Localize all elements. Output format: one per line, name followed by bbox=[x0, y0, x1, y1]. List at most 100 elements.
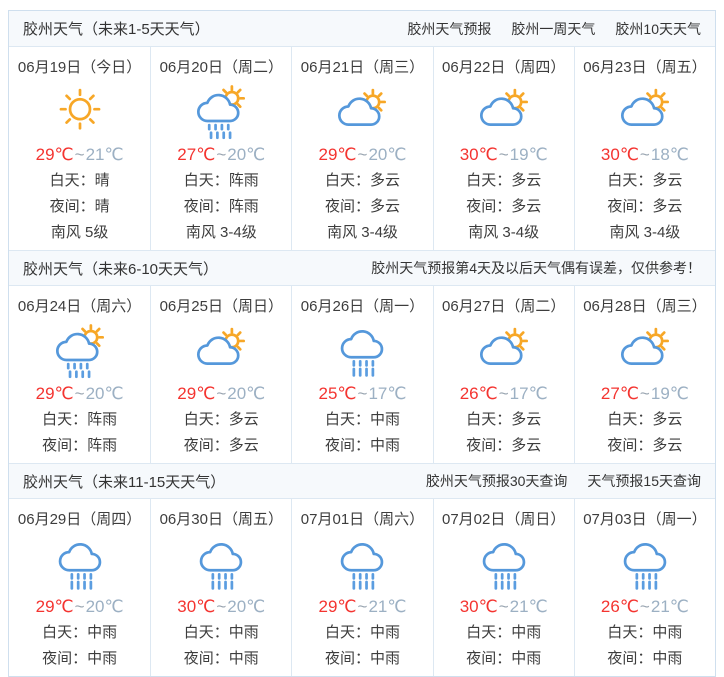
cell-icon bbox=[153, 81, 289, 141]
cell-details: 白天：中雨 夜间：中雨 bbox=[294, 407, 430, 459]
detail-line: 夜间：中雨 bbox=[42, 650, 118, 667]
temp-low: 20℃ bbox=[368, 145, 407, 164]
cell-icon bbox=[153, 320, 289, 380]
temp-high: 30℃ bbox=[600, 145, 639, 164]
temp-separator: ~ bbox=[498, 384, 509, 403]
cell-details: 白天：阵雨夜间：阵雨 bbox=[11, 407, 148, 459]
temp-low: 21℃ bbox=[509, 597, 548, 616]
weather-cell: 06月28日（周三） 27℃~19℃ 白天：多云 夜间：多云 bbox=[573, 286, 715, 463]
forecast-section: 胶州天气（未来11-15天天气） 胶州天气预报30天查询 天气预报15天查询 06… bbox=[9, 463, 715, 676]
cloudy-sun-icon bbox=[197, 327, 246, 365]
rain-icon bbox=[341, 543, 384, 590]
weather-cell: 06月24日（周六） 29℃~20℃ 白天：阵雨 夜间：阵雨 bbox=[9, 286, 150, 463]
cell-temps: 30℃~21℃ bbox=[436, 593, 572, 620]
detail-line: 白天：中雨 bbox=[466, 624, 542, 641]
rain-icon bbox=[199, 543, 243, 590]
cell-details: 白天：多云 夜间：多云 南风 3-4级 bbox=[577, 168, 713, 246]
cell-date: 07月03日（周一） bbox=[583, 511, 707, 528]
temp-high: 30℃ bbox=[459, 597, 498, 616]
cell-icon bbox=[436, 81, 572, 141]
header-note: 胶州天气预报第4天及以后天气偶有误差，仅供参考！ bbox=[371, 260, 701, 276]
cell-temps: 30℃~19℃ bbox=[436, 141, 572, 168]
cell-details: 白天：中雨夜间：中雨 bbox=[11, 620, 148, 672]
temp-separator: ~ bbox=[74, 145, 85, 164]
cell-icon bbox=[153, 533, 289, 593]
detail-line: 夜间：多云 bbox=[466, 437, 542, 454]
cell-icon bbox=[577, 320, 713, 380]
temp-low: 20℃ bbox=[227, 145, 266, 164]
section-header: 胶州天气（未来1-5天天气） 胶州天气预报 胶州一周天气 胶州10天天气 bbox=[9, 11, 715, 47]
cell-details: 白天：多云 夜间：多云 南风 3-4级 bbox=[294, 168, 430, 246]
detail-line: 南风 3-4级 bbox=[468, 224, 540, 241]
temp-high: 30℃ bbox=[177, 597, 216, 616]
cell-temps: 29℃~20℃ bbox=[294, 141, 430, 168]
cell-icon bbox=[436, 320, 572, 380]
cell-date: 06月21日（周三） bbox=[300, 59, 425, 76]
cell-temps: 27℃~19℃ bbox=[577, 380, 713, 407]
shower-rain-sun-icon bbox=[197, 85, 246, 140]
header-link[interactable]: 胶州天气预报 bbox=[407, 20, 492, 37]
weather-cell: 06月25日（周日） 29℃~20℃ 白天：多云 夜间：多云 bbox=[150, 286, 291, 463]
detail-line: 白天：中雨 bbox=[607, 624, 683, 641]
weather-page: 胶州天气（未来1-5天天气） 胶州天气预报 胶州一周天气 胶州10天天气 06月19… bbox=[8, 10, 716, 677]
cell-date: 07月02日（周日） bbox=[442, 511, 566, 528]
temp-low: 20℃ bbox=[227, 384, 266, 403]
cell-icon bbox=[577, 533, 713, 593]
cell-temps: 27℃~20℃ bbox=[153, 141, 289, 168]
temp-high: 29℃ bbox=[177, 384, 216, 403]
section-title: 胶州天气（未来1-5天天气） bbox=[23, 21, 210, 38]
detail-line: 夜间：多云 bbox=[466, 198, 542, 215]
temp-high: 26℃ bbox=[459, 384, 498, 403]
cell-details: 白天：多云 夜间：多云 南风 3-4级 bbox=[436, 168, 572, 246]
detail-line: 白天：阵雨 bbox=[42, 411, 118, 428]
cloudy-sun-icon bbox=[620, 327, 669, 365]
cell-temps: 29℃~20℃ bbox=[11, 593, 148, 620]
cell-icon bbox=[11, 533, 148, 593]
cloudy-sun-icon bbox=[620, 88, 669, 126]
cloudy-sun-icon bbox=[479, 327, 528, 365]
temp-separator: ~ bbox=[639, 145, 650, 164]
section-cells: 06月29日（周四） 29℃~20℃ 白天：中雨 夜间：中雨 06月30日（周五） bbox=[9, 499, 715, 676]
detail-line: 白天：中雨 bbox=[324, 411, 400, 428]
rain-icon bbox=[341, 330, 384, 377]
header-link[interactable]: 天气预报15天查询 bbox=[587, 473, 701, 489]
cell-temps: 25℃~17℃ bbox=[294, 380, 430, 407]
detail-line: 白天：多云 bbox=[607, 411, 683, 428]
detail-line: 夜间：阵雨 bbox=[42, 437, 118, 454]
weather-cell: 07月02日（周日） 30℃~21℃ 白天：中雨 夜间：中雨 bbox=[432, 499, 574, 676]
temp-separator: ~ bbox=[216, 145, 227, 164]
weather-cell: 06月23日（周五） 30℃~18℃ 白天：多云 夜间：多云 南风 3-4级 bbox=[573, 47, 715, 250]
detail-line: 白天：多云 bbox=[607, 172, 683, 189]
detail-line: 白天：晴 bbox=[49, 172, 110, 189]
header-link[interactable]: 胶州10天天气 bbox=[615, 20, 701, 37]
header-link[interactable]: 胶州天气预报30天查询 bbox=[425, 473, 568, 489]
cell-date: 07月01日（周六） bbox=[300, 511, 425, 528]
temp-separator: ~ bbox=[498, 597, 509, 616]
temp-low: 18℃ bbox=[650, 145, 689, 164]
cell-temps: 29℃~21℃ bbox=[294, 593, 430, 620]
detail-line: 白天：中雨 bbox=[183, 624, 259, 641]
cell-temps: 26℃~17℃ bbox=[436, 380, 572, 407]
section-title: 胶州天气（未来6-10天天气） bbox=[23, 260, 219, 278]
weather-cell: 06月26日（周一） 25℃~17℃ 白天：中雨 夜间：中雨 bbox=[291, 286, 432, 463]
rain-icon bbox=[623, 543, 667, 590]
cell-date: 06月20日（周二） bbox=[159, 59, 283, 76]
cell-date: 06月29日（周四） bbox=[17, 511, 142, 528]
temp-separator: ~ bbox=[357, 145, 368, 164]
temp-high: 29℃ bbox=[318, 145, 357, 164]
detail-line: 白天：中雨 bbox=[42, 624, 118, 641]
header-link[interactable]: 胶州一周天气 bbox=[511, 20, 596, 37]
temp-high: 29℃ bbox=[35, 145, 74, 164]
cell-temps: 26℃~21℃ bbox=[577, 593, 713, 620]
section-header: 胶州天气（未来6-10天天气） 胶州天气预报第4天及以后天气偶有误差，仅供参考！ bbox=[9, 250, 715, 286]
cell-details: 白天：晴 夜间：晴 南风 5级 bbox=[11, 168, 148, 246]
temp-low: 21℃ bbox=[650, 597, 689, 616]
cell-date: 06月27日（周二） bbox=[442, 298, 566, 315]
forecast-section: 胶州天气（未来1-5天天气） 胶州天气预报 胶州一周天气 胶州10天天气 06月19… bbox=[9, 11, 715, 250]
cell-date: 06月24日（周六） bbox=[17, 298, 142, 315]
cell-date: 06月22日（周四） bbox=[442, 59, 566, 76]
forecast-section: 胶州天气（未来6-10天天气） 胶州天气预报第4天及以后天气偶有误差，仅供参考！… bbox=[9, 250, 715, 463]
section-header: 胶州天气（未来11-15天天气） 胶州天气预报30天查询 天气预报15天查询 bbox=[9, 463, 715, 499]
temp-low: 20℃ bbox=[85, 597, 124, 616]
detail-line: 南风 3-4级 bbox=[185, 224, 257, 241]
